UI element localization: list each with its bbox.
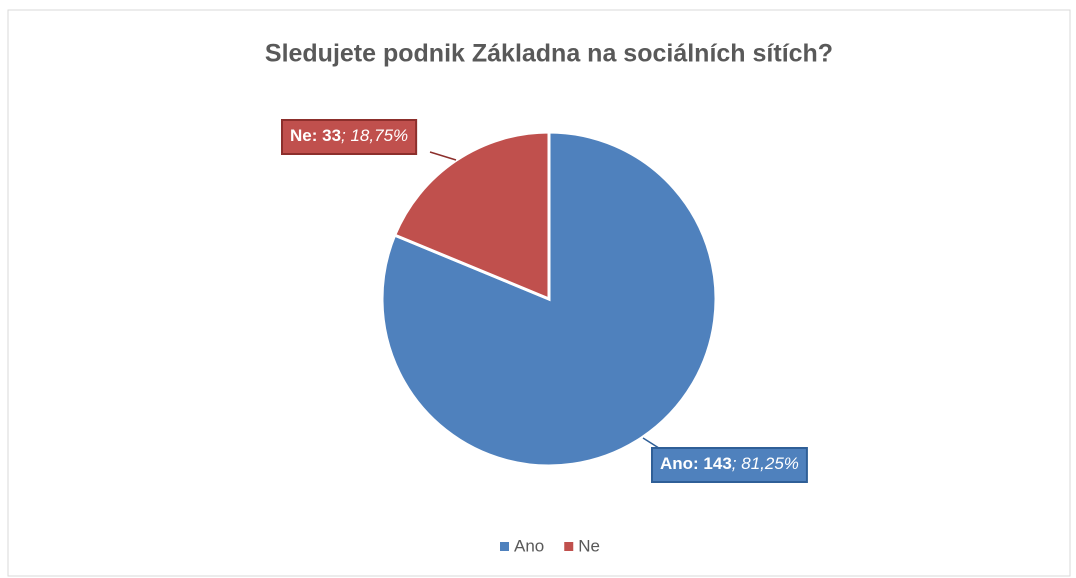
legend-swatch: [564, 542, 574, 551]
leader-line: [429, 151, 457, 161]
legend-label: Ano: [514, 536, 544, 555]
legend-swatch: [500, 542, 509, 551]
data-label: Ne: 33; 18,75%: [290, 126, 408, 145]
data-label-value: Ne: 33: [290, 126, 341, 145]
data-label-box: [281, 119, 418, 155]
legend-label: Ne: [578, 536, 600, 555]
pie-slice: [380, 130, 718, 468]
pie-slice: [392, 130, 551, 302]
data-label: Ano: 143; 81,25%: [660, 454, 799, 473]
chart-title: Sledujete podnik Základna na sociálních …: [265, 40, 833, 68]
data-label-percent: ; 81,25%: [732, 454, 799, 473]
data-label-value: Ano: 143: [660, 454, 732, 473]
data-label-box: [651, 447, 808, 483]
data-label-percent: ; 18,75%: [341, 126, 408, 145]
